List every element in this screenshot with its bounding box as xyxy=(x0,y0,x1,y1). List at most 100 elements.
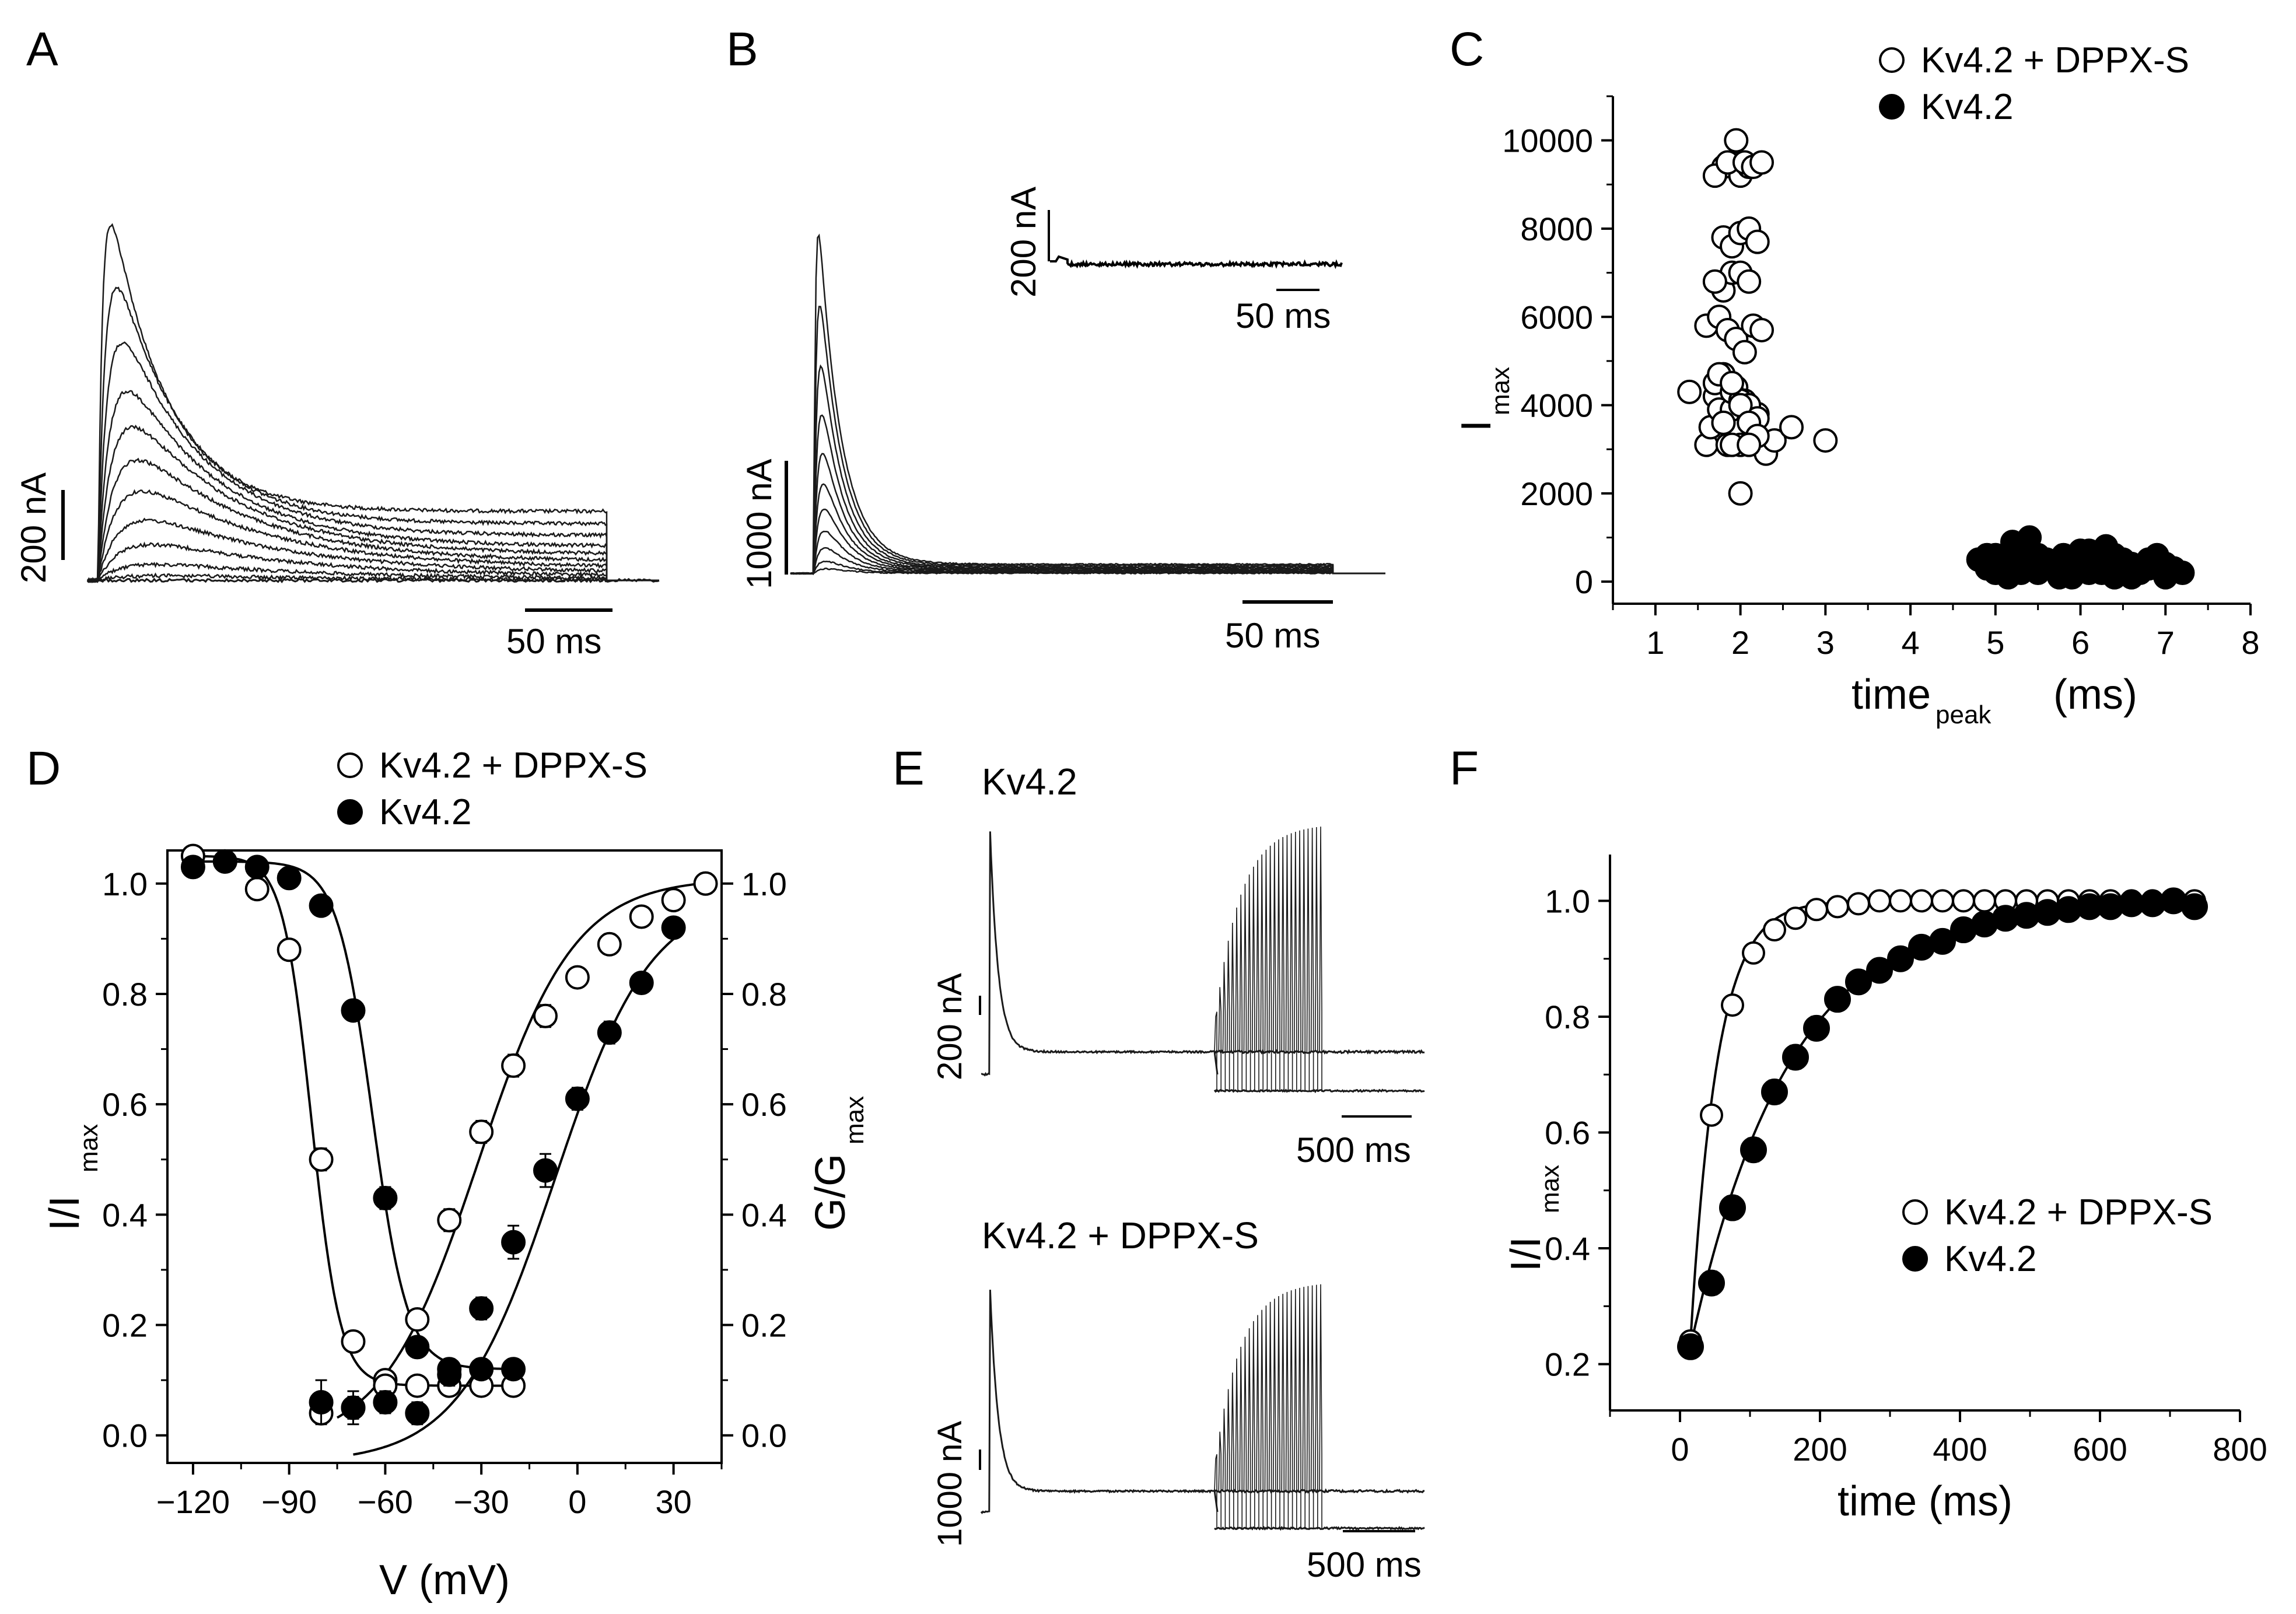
panel-c-point-kv42-dppx xyxy=(1745,229,1770,254)
panel-d-left-y-label-subscript: max xyxy=(75,1124,103,1172)
panel-e-bottom-holding-trace xyxy=(1214,1488,1425,1494)
panel-b-current-trace xyxy=(790,568,1385,575)
panel-c-y-tick-label: 4000 xyxy=(1520,387,1593,424)
panel-d-point-kv42 xyxy=(533,1158,558,1183)
panel-c-legend-marker xyxy=(1879,94,1905,120)
panel-a-current-trace xyxy=(87,425,659,583)
panel-d-point-kv42 xyxy=(629,971,654,996)
panel-c-point-kv42 xyxy=(2119,565,2144,590)
panel-a-current-trace xyxy=(87,541,659,583)
panel-f-y-label: I/I xyxy=(1503,1237,1549,1272)
panel-a-current-trace xyxy=(86,286,659,583)
panel-b-time-scale-label: 50 ms xyxy=(1225,616,1320,655)
panel-letter-d: D xyxy=(26,742,61,795)
panel-f-point-kv42-dppx xyxy=(1721,993,1744,1017)
panel-d-y-tick-label: 0.0 xyxy=(102,1417,148,1454)
panel-d-point-kv42-dppx xyxy=(341,1329,366,1354)
panel-d-left-y-label-group: I/I max xyxy=(41,1124,103,1231)
panel-c-y-label: I xyxy=(1453,420,1500,432)
panel-f-y-tick-label: 0.2 xyxy=(1545,1346,1590,1383)
panel-c-x-label-subscript: peak xyxy=(1936,701,1992,729)
panel-letter-a: A xyxy=(26,23,58,76)
panel-d-point-kv42 xyxy=(373,1389,398,1415)
panel-d-point-kv42-dppx xyxy=(405,1307,430,1332)
panel-d-point-kv42-dppx xyxy=(469,1119,494,1144)
panel-f-point-kv42-dppx xyxy=(1826,895,1849,919)
panel-letter-c: C xyxy=(1450,23,1484,76)
panel-d-point-kv42 xyxy=(341,1395,366,1420)
panel-f-point-kv42-dppx xyxy=(1742,941,1765,965)
panel-e-bottom-current-scale-label: 1000 nA xyxy=(931,1421,969,1547)
panel-c-y-tick-label: 6000 xyxy=(1520,299,1593,335)
panel-f-point-kv42-dppx xyxy=(1784,906,1807,930)
panel-b-inset-current-scale-label: 200 nA xyxy=(1004,187,1043,297)
panel-c-point-kv42-dppx xyxy=(1813,428,1838,453)
panel-c-point-kv42 xyxy=(2000,534,2025,559)
panel-d-point-kv42 xyxy=(276,866,302,891)
panel-f-point-kv42 xyxy=(1761,1079,1788,1106)
panel-d-right-y-tick-label: 0.8 xyxy=(741,976,787,1013)
panel-d-point-kv42-dppx xyxy=(405,1373,430,1398)
panel-c-point-kv42 xyxy=(1975,542,2000,568)
panel-c-x-tick-label: 3 xyxy=(1817,624,1835,661)
panel-letter-f: F xyxy=(1450,742,1479,795)
panel-c-point-kv42 xyxy=(2098,561,2123,586)
panel-d-right-y-tick-label: 0.2 xyxy=(741,1307,787,1344)
panel-d-point-kv42-dppx xyxy=(565,965,590,990)
panel-d-legend-marker xyxy=(337,752,363,778)
panel-e-top-return-trace xyxy=(1213,1088,1425,1094)
panel-f-point-kv42-dppx xyxy=(1763,918,1786,942)
panel-c-y-tick-label: 2000 xyxy=(1520,475,1593,512)
panel-d-y-tick-label: 1.0 xyxy=(102,866,148,902)
panel-letter-e: E xyxy=(892,742,925,795)
panel-c-x-label-unit: (ms) xyxy=(2053,671,2137,718)
panel-f-point-kv42 xyxy=(2181,893,2208,920)
panel-c-point-kv42 xyxy=(2051,551,2076,576)
panel-f-point-kv42 xyxy=(1719,1194,1746,1221)
panel-d-point-kv42 xyxy=(501,1230,526,1255)
panel-d-y-tick-label: 0.4 xyxy=(102,1196,148,1233)
panel-f-point-kv42 xyxy=(1677,1333,1704,1360)
panel-d-point-kv42 xyxy=(341,998,366,1023)
panel-c-point-kv42-dppx xyxy=(1702,269,1727,294)
panel-e-bottom-second-pulse xyxy=(1264,1305,1268,1529)
panel-d-point-kv42 xyxy=(212,849,237,874)
panel-f-point-kv42-dppx xyxy=(1910,889,1933,913)
panel-d-y-tick-label: 0.6 xyxy=(102,1086,148,1123)
panel-f-legend-marker xyxy=(1902,1199,1928,1225)
panel-b-traces: 1000 nA 50 ms 200 nA 50 ms xyxy=(740,187,1385,655)
panel-d-legend-label: Kv4.2 xyxy=(379,792,472,832)
panel-f-point-kv42-dppx xyxy=(1931,889,1954,913)
panel-e-top-holding-trace xyxy=(1214,1048,1425,1055)
panel-d-point-kv42 xyxy=(501,1357,526,1382)
panel-f-x-tick-label: 600 xyxy=(2073,1431,2127,1468)
panel-c-y-tick-label: 8000 xyxy=(1520,211,1593,247)
panel-a-current-trace xyxy=(87,457,659,583)
panel-a-traces: 200 nA 50 ms xyxy=(14,223,660,661)
panel-d-point-kv42 xyxy=(661,915,686,940)
panel-e-bottom-second-pulse xyxy=(1319,1284,1322,1529)
panel-f-x-tick-label: 400 xyxy=(1933,1431,1987,1468)
panel-d-point-kv42-dppx xyxy=(629,904,654,929)
panel-f-point-kv42 xyxy=(1782,1044,1809,1071)
panel-d-point-kv42 xyxy=(469,1357,494,1382)
panel-b-current-trace xyxy=(790,483,1385,575)
panel-e-bottom-time-scale-label: 500 ms xyxy=(1307,1545,1422,1584)
panel-d-fit-activation-kv42 xyxy=(353,930,684,1456)
panel-letter-b: B xyxy=(726,23,758,76)
panel-e-top-title: Kv4.2 xyxy=(982,761,1077,803)
panel-c-point-kv42 xyxy=(2077,561,2102,586)
panel-f-point-kv42-dppx xyxy=(1889,889,1912,913)
panel-d-chart: −120 −90 −60 −30 0 30 0.0 0.0 0.2 0.2 0.4 0.4 0.6 0.6… xyxy=(41,745,869,1604)
panel-d-point-kv42 xyxy=(597,1020,622,1045)
panel-f-y-tick-label: 0.8 xyxy=(1545,999,1590,1035)
panel-f-x-tick-label: 0 xyxy=(1671,1431,1689,1468)
panel-a-current-trace xyxy=(86,341,659,583)
panel-b-current-trace xyxy=(790,364,1385,575)
panel-a-time-scale-label: 50 ms xyxy=(506,622,601,661)
panel-c-point-kv42-dppx xyxy=(1779,415,1804,440)
panel-d-fit-activation-kv42-dppx xyxy=(337,881,706,1419)
panel-d-point-kv42 xyxy=(405,1401,430,1426)
